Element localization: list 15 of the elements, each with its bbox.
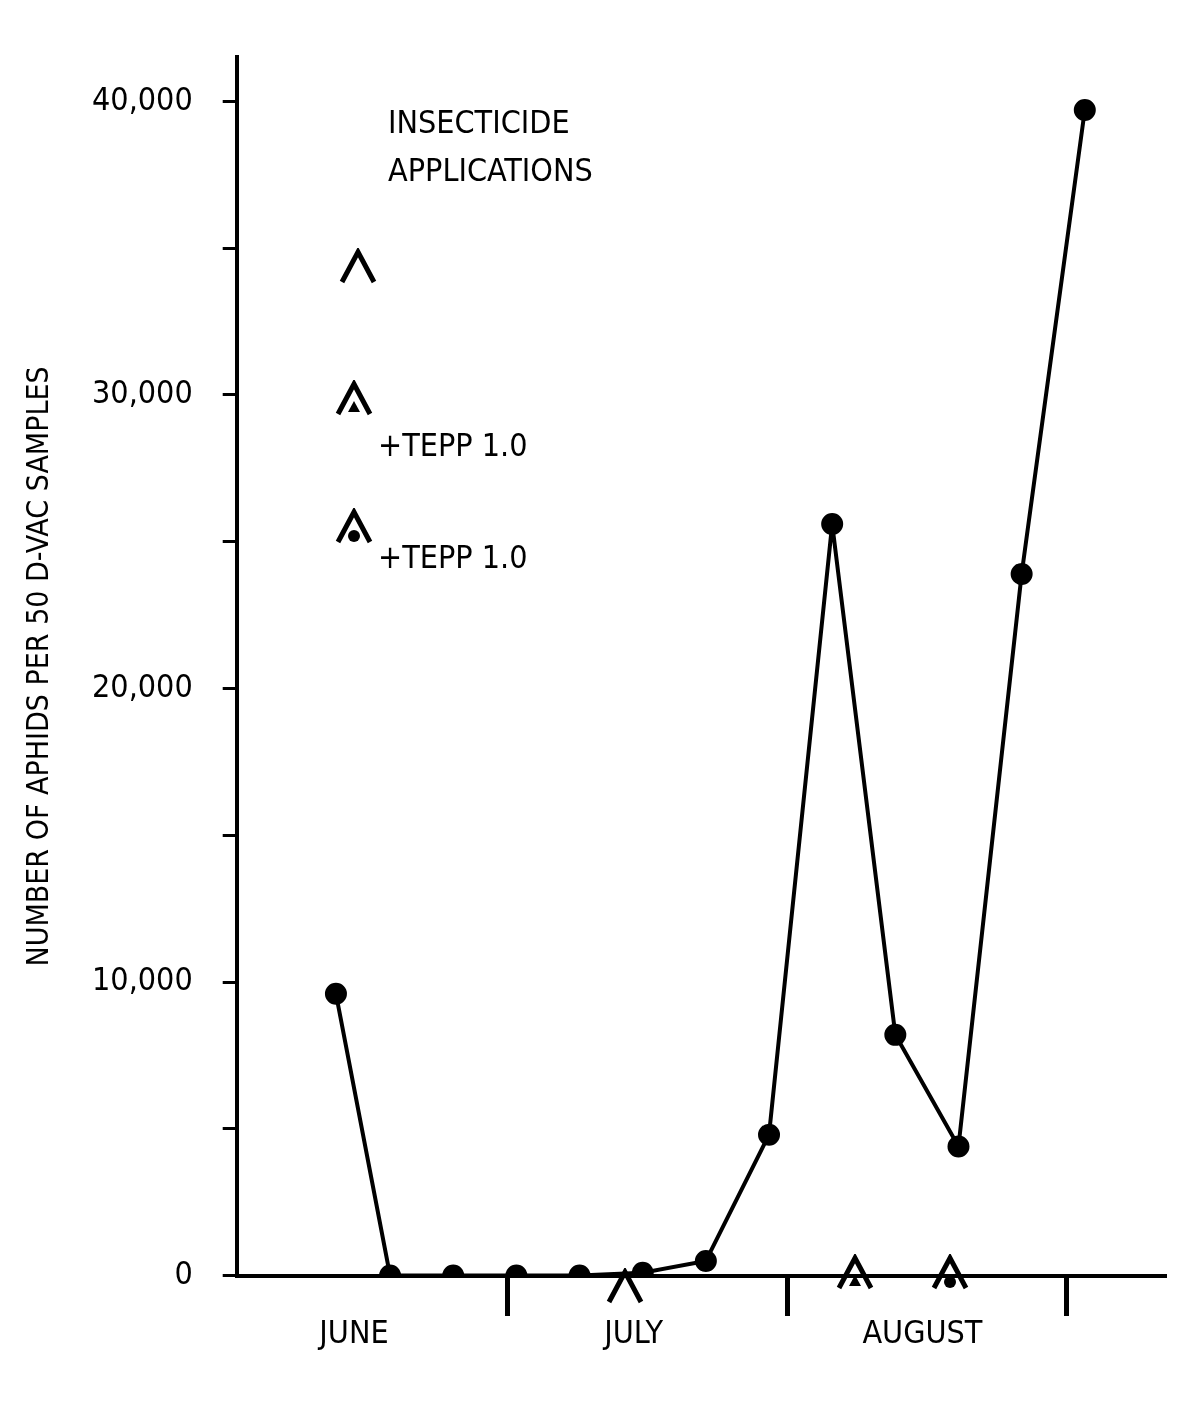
point xyxy=(821,513,844,536)
x-tick-label: JULY xyxy=(602,1313,664,1352)
y-tick-label: 0 xyxy=(174,1253,193,1292)
point xyxy=(1010,562,1033,585)
point xyxy=(1073,99,1096,122)
y-tick-label: 30,000 xyxy=(92,373,193,412)
y-tick-label: 10,000 xyxy=(92,960,193,999)
y-tick-label: 40,000 xyxy=(92,79,193,118)
annotation: +TEPP 1.0 xyxy=(378,426,528,464)
y-axis-title: NUMBER OF APHIDS PER 50 D-VAC SAMPLES xyxy=(19,366,55,967)
annotation: INSECTICIDE APPLICATIONS xyxy=(388,102,594,191)
y-tick-label: 20,000 xyxy=(92,666,193,705)
x-tick-label: JUNE xyxy=(317,1313,389,1352)
annotation: +TEPP 1.0 xyxy=(378,538,528,576)
x-tick-label: AUGUST xyxy=(862,1313,983,1352)
